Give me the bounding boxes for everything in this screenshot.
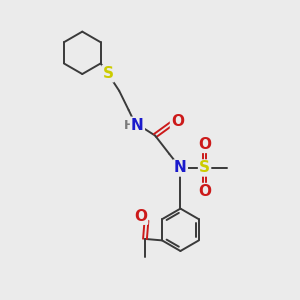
Text: S: S	[103, 66, 113, 81]
Text: N: N	[174, 160, 187, 175]
Text: H: H	[124, 119, 135, 132]
Text: O: O	[198, 184, 211, 199]
Text: N: N	[131, 118, 144, 133]
Text: O: O	[171, 114, 184, 129]
Text: S: S	[199, 160, 210, 175]
Text: O: O	[198, 137, 211, 152]
Text: O: O	[134, 209, 147, 224]
